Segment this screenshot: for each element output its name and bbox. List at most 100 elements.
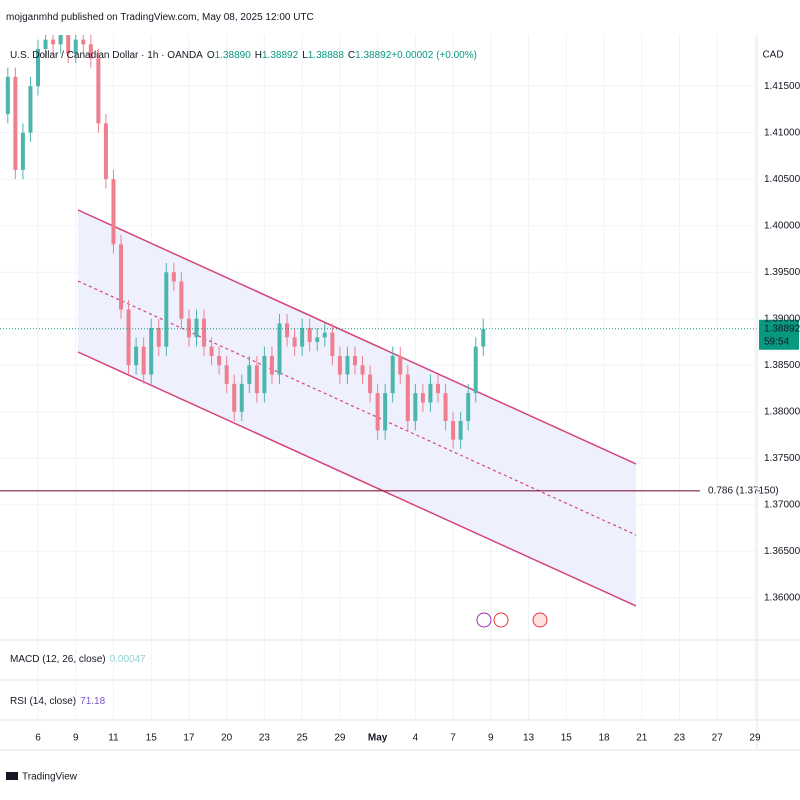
x-tick-label: 15: [561, 733, 573, 744]
countdown: 59:54: [764, 336, 789, 347]
x-tick-label: 17: [183, 733, 195, 744]
candle-body: [194, 318, 199, 338]
brand-logo: [6, 772, 18, 780]
candle-body: [360, 365, 365, 375]
candle-body: [285, 323, 290, 338]
x-tick-label: 7: [450, 733, 456, 744]
x-tick-label: 23: [674, 733, 686, 744]
overlay: 0.786 (1.37150) 1.38892 59:54: [0, 319, 800, 496]
candle-body: [186, 318, 191, 338]
candle-body: [36, 48, 40, 87]
x-tick-label: 21: [636, 733, 648, 744]
channel-upper: [77, 209, 637, 465]
y-tick-label: 1.38500: [764, 360, 800, 371]
x-tick-label: 27: [712, 733, 724, 744]
y-unit: CAD: [762, 50, 783, 61]
candle-body: [375, 393, 380, 431]
y-tick-label: 1.36500: [764, 546, 800, 557]
candle-body: [345, 355, 350, 375]
event-icon[interactable]: [476, 612, 492, 628]
candle-body: [232, 383, 237, 412]
x-tick-label: 11: [108, 733, 119, 744]
candle-body: [126, 309, 131, 366]
x-tick-label: 9: [488, 733, 494, 744]
event-icon[interactable]: [532, 612, 548, 628]
candle-body: [43, 39, 48, 49]
candle-body: [337, 355, 342, 375]
y-tick-label: 1.39000: [764, 313, 800, 324]
y-tick-label: 1.41000: [764, 127, 800, 138]
candle-body: [134, 346, 139, 366]
event-icon[interactable]: [493, 612, 509, 628]
candle-body: [156, 328, 161, 347]
candle-body: [458, 421, 463, 440]
candle-body: [209, 346, 214, 356]
channel-lower: [77, 351, 637, 607]
candle-body: [149, 328, 154, 375]
x-tick-label: 20: [221, 733, 233, 744]
candle-body: [315, 337, 320, 342]
candle-body: [481, 328, 486, 347]
rsi-value: 71.18: [80, 696, 105, 707]
channel-median: [77, 280, 637, 536]
candle-body: [5, 76, 10, 115]
candle-body: [81, 39, 86, 45]
candle-body: [413, 393, 418, 422]
candle-body: [111, 179, 116, 245]
ohlc-value: 1.38888: [308, 50, 345, 61]
ohlc-value: 1.38892: [262, 50, 299, 61]
y-tick-label: 1.37000: [764, 499, 800, 510]
y-tick-label: 1.39500: [764, 267, 800, 278]
candle-body: [451, 421, 456, 440]
last-price-box: [759, 319, 799, 350]
candle-body: [398, 355, 403, 375]
candle-body: [435, 383, 440, 394]
candle-body: [164, 272, 169, 347]
x-tick-label: 29: [749, 733, 761, 744]
ohlc-key: O: [207, 50, 215, 61]
macd-value: 0.00047: [110, 654, 147, 665]
ohlc-key: L: [302, 50, 308, 61]
symbol: U.S. Dollar / Canadian Dollar · 1h · OAN…: [10, 50, 203, 61]
candle-body: [383, 393, 388, 431]
y-tick-label: 1.38000: [764, 406, 800, 417]
legend: U.S. Dollar / Canadian Dollar · 1h · OAN…: [10, 50, 477, 61]
x-tick-label: 13: [523, 733, 535, 744]
candle-body: [224, 365, 229, 384]
x-tick-label: 9: [73, 733, 79, 744]
candle-body: [51, 39, 56, 45]
candle-body: [390, 355, 395, 394]
candle-body: [300, 328, 305, 347]
candle-body: [368, 374, 373, 394]
ohlc-value: 1.38892: [355, 50, 392, 61]
rsi-legend: RSI (14, close) 71.18: [10, 696, 106, 707]
last-price-label: 1.38892: [764, 323, 800, 334]
candle-body: [420, 393, 425, 403]
candle-body: [262, 355, 267, 394]
macd-legend: MACD (12, 26, close) 0.00047: [10, 654, 146, 665]
candle-body: [405, 374, 410, 422]
candle-body: [269, 355, 274, 375]
candle-body: [171, 272, 176, 282]
candle-body: [292, 337, 297, 347]
candle-body: [352, 355, 357, 366]
ohlc-key: H: [255, 50, 262, 61]
x-tick-label: 6: [35, 733, 41, 744]
candle-body: [428, 383, 433, 403]
candle-body: [96, 58, 101, 124]
rsi-label: RSI (14, close): [10, 696, 76, 707]
candle-body: [88, 44, 93, 59]
y-tick-label: 1.37500: [764, 453, 800, 464]
x-tick-label: 23: [259, 733, 271, 744]
candle-body: [179, 281, 184, 319]
x-tick-label: 18: [598, 733, 610, 744]
candle-body: [58, 35, 63, 45]
candle-body: [277, 323, 282, 375]
publisher: mojganmhd published on TradingView.com, …: [6, 12, 314, 23]
candle-body: [247, 365, 252, 384]
candle-body: [322, 332, 327, 338]
y-tick-label: 1.40000: [764, 220, 800, 231]
x-tick-label: 25: [297, 733, 309, 744]
brand: TradingView: [22, 772, 78, 783]
